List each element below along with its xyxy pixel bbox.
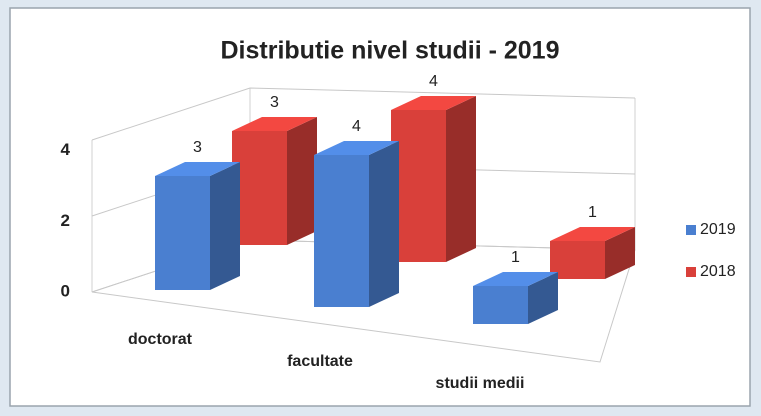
- bar-top: [550, 227, 635, 241]
- bar: [232, 117, 317, 245]
- bar-front: [232, 131, 287, 245]
- chart-title: Distributie nivel studii - 2019: [221, 37, 560, 65]
- legend-label: 2019: [700, 221, 736, 238]
- grid-line: [91, 87, 636, 141]
- value-label: 1: [588, 204, 597, 221]
- legend-label: 2018: [700, 263, 736, 280]
- x-tick-label: facultate: [287, 353, 353, 370]
- bar-top: [473, 272, 558, 286]
- bar-side: [287, 117, 317, 245]
- legend-swatch: [686, 267, 696, 277]
- y-tick-label: 2: [61, 211, 70, 230]
- value-label: 4: [429, 73, 438, 90]
- bar-top: [232, 117, 317, 131]
- bar: [473, 272, 558, 324]
- bar-side: [605, 227, 635, 279]
- bar-side: [369, 141, 399, 307]
- bar-side: [210, 162, 240, 290]
- x-tick-label: studii medii: [436, 375, 525, 392]
- y-tick-label: 0: [61, 281, 70, 300]
- bar-front: [473, 286, 528, 324]
- bar-top: [391, 96, 476, 110]
- x-tick-label: doctorat: [128, 331, 193, 348]
- bar-top: [314, 141, 399, 155]
- bar: [391, 96, 476, 262]
- bar-front: [155, 176, 210, 290]
- bar-top: [155, 162, 240, 176]
- value-label: 4: [352, 118, 361, 135]
- bar: [314, 141, 399, 307]
- value-label: 3: [193, 139, 202, 156]
- value-label: 1: [511, 249, 520, 266]
- bar: [155, 162, 240, 290]
- y-tick-label: 4: [61, 140, 71, 159]
- bar-front: [314, 155, 369, 307]
- value-label: 3: [270, 94, 279, 111]
- bar-side: [528, 272, 558, 324]
- bar: [550, 227, 635, 279]
- bar-side: [446, 96, 476, 262]
- bar-front: [550, 241, 605, 279]
- legend-swatch: [686, 225, 696, 235]
- bar-front: [391, 110, 446, 262]
